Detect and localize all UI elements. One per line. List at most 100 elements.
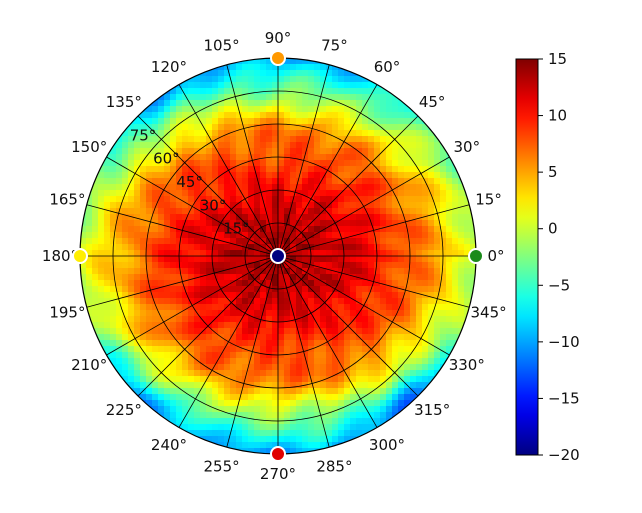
heat-cell: [182, 190, 189, 197]
heat-cell: [134, 382, 141, 389]
heat-cell: [122, 154, 129, 161]
heat-cell: [284, 376, 291, 383]
heat-cell: [338, 364, 345, 371]
heat-cell: [350, 352, 357, 359]
heat-cell: [350, 286, 357, 293]
heat-cell: [332, 394, 339, 401]
heat-cell: [452, 286, 459, 293]
heat-cell: [110, 178, 117, 185]
heat-cell: [350, 424, 357, 431]
heat-cell: [302, 154, 309, 161]
heat-cell: [380, 88, 387, 95]
heat-cell: [380, 106, 387, 113]
heat-cell: [128, 130, 135, 137]
heat-cell: [392, 418, 399, 425]
heat-cell: [362, 112, 369, 119]
heat-cell: [92, 262, 99, 269]
heat-cell: [278, 292, 285, 299]
heat-cell: [308, 412, 315, 419]
heat-cell: [116, 364, 123, 371]
heat-cell: [386, 214, 393, 221]
heat-cell: [206, 148, 213, 155]
heat-cell: [92, 280, 99, 287]
heat-cell: [452, 268, 459, 275]
heat-cell: [380, 154, 387, 161]
heat-cell: [116, 262, 123, 269]
heat-cell: [410, 358, 417, 365]
heat-cell: [194, 418, 201, 425]
heat-cell: [452, 262, 459, 269]
heat-cell: [242, 154, 249, 161]
heat-cell: [182, 136, 189, 143]
heat-cell: [314, 424, 321, 431]
heat-cell: [230, 412, 237, 419]
heat-cell: [350, 88, 357, 95]
heat-cell: [356, 160, 363, 167]
heat-cell: [308, 124, 315, 131]
heat-cell: [164, 232, 171, 239]
heat-cell: [200, 274, 207, 281]
heat-cell: [290, 364, 297, 371]
heat-cell: [314, 166, 321, 173]
heat-cell: [440, 346, 447, 353]
heat-cell: [188, 388, 195, 395]
heat-cell: [398, 322, 405, 329]
heat-cell: [380, 334, 387, 341]
heat-cell: [134, 130, 141, 137]
heat-cell: [398, 346, 405, 353]
heat-cell: [182, 304, 189, 311]
heat-cell: [170, 298, 177, 305]
heat-cell: [236, 118, 243, 125]
heat-cell: [386, 244, 393, 251]
heat-cell: [314, 274, 321, 281]
heat-cell: [392, 196, 399, 203]
heat-cell: [230, 106, 237, 113]
heat-cell: [218, 304, 225, 311]
heat-cell: [410, 352, 417, 359]
heat-cell: [236, 370, 243, 377]
heat-cell: [362, 370, 369, 377]
angular-gridline: [277, 255, 450, 356]
heat-cell: [242, 358, 249, 365]
heat-cell: [338, 304, 345, 311]
heat-cell: [212, 244, 219, 251]
heat-cell: [164, 94, 171, 101]
heat-cell: [206, 268, 213, 275]
heat-cell: [290, 256, 297, 263]
heat-cell: [158, 268, 165, 275]
heat-cell: [284, 76, 291, 83]
heat-cell: [212, 88, 219, 95]
heat-cell: [212, 70, 219, 77]
heat-cell: [212, 82, 219, 89]
heat-cell: [236, 88, 243, 95]
angular-gridline: [137, 255, 279, 397]
heat-cell: [236, 268, 243, 275]
heat-cell: [326, 310, 333, 317]
heat-cell: [206, 412, 213, 419]
heat-cell: [308, 430, 315, 437]
heat-cell: [326, 406, 333, 413]
heat-cell: [326, 274, 333, 281]
heat-cell: [284, 388, 291, 395]
heat-cell: [170, 214, 177, 221]
heat-cell: [122, 148, 129, 155]
heat-cell: [272, 388, 279, 395]
heat-cell: [332, 76, 339, 83]
heat-cell: [212, 220, 219, 227]
heat-cell: [176, 412, 183, 419]
heat-cell: [380, 178, 387, 185]
heat-cell: [278, 112, 285, 119]
heat-cell: [212, 256, 219, 263]
heat-cell: [200, 226, 207, 233]
heat-cell: [398, 154, 405, 161]
heat-cell: [374, 274, 381, 281]
heat-cell: [386, 316, 393, 323]
heat-cell: [452, 244, 459, 251]
heat-cell: [164, 322, 171, 329]
heat-cell: [218, 148, 225, 155]
heat-cell: [308, 220, 315, 227]
heat-cell: [158, 400, 165, 407]
heat-cell: [260, 328, 267, 335]
heat-cell: [326, 286, 333, 293]
